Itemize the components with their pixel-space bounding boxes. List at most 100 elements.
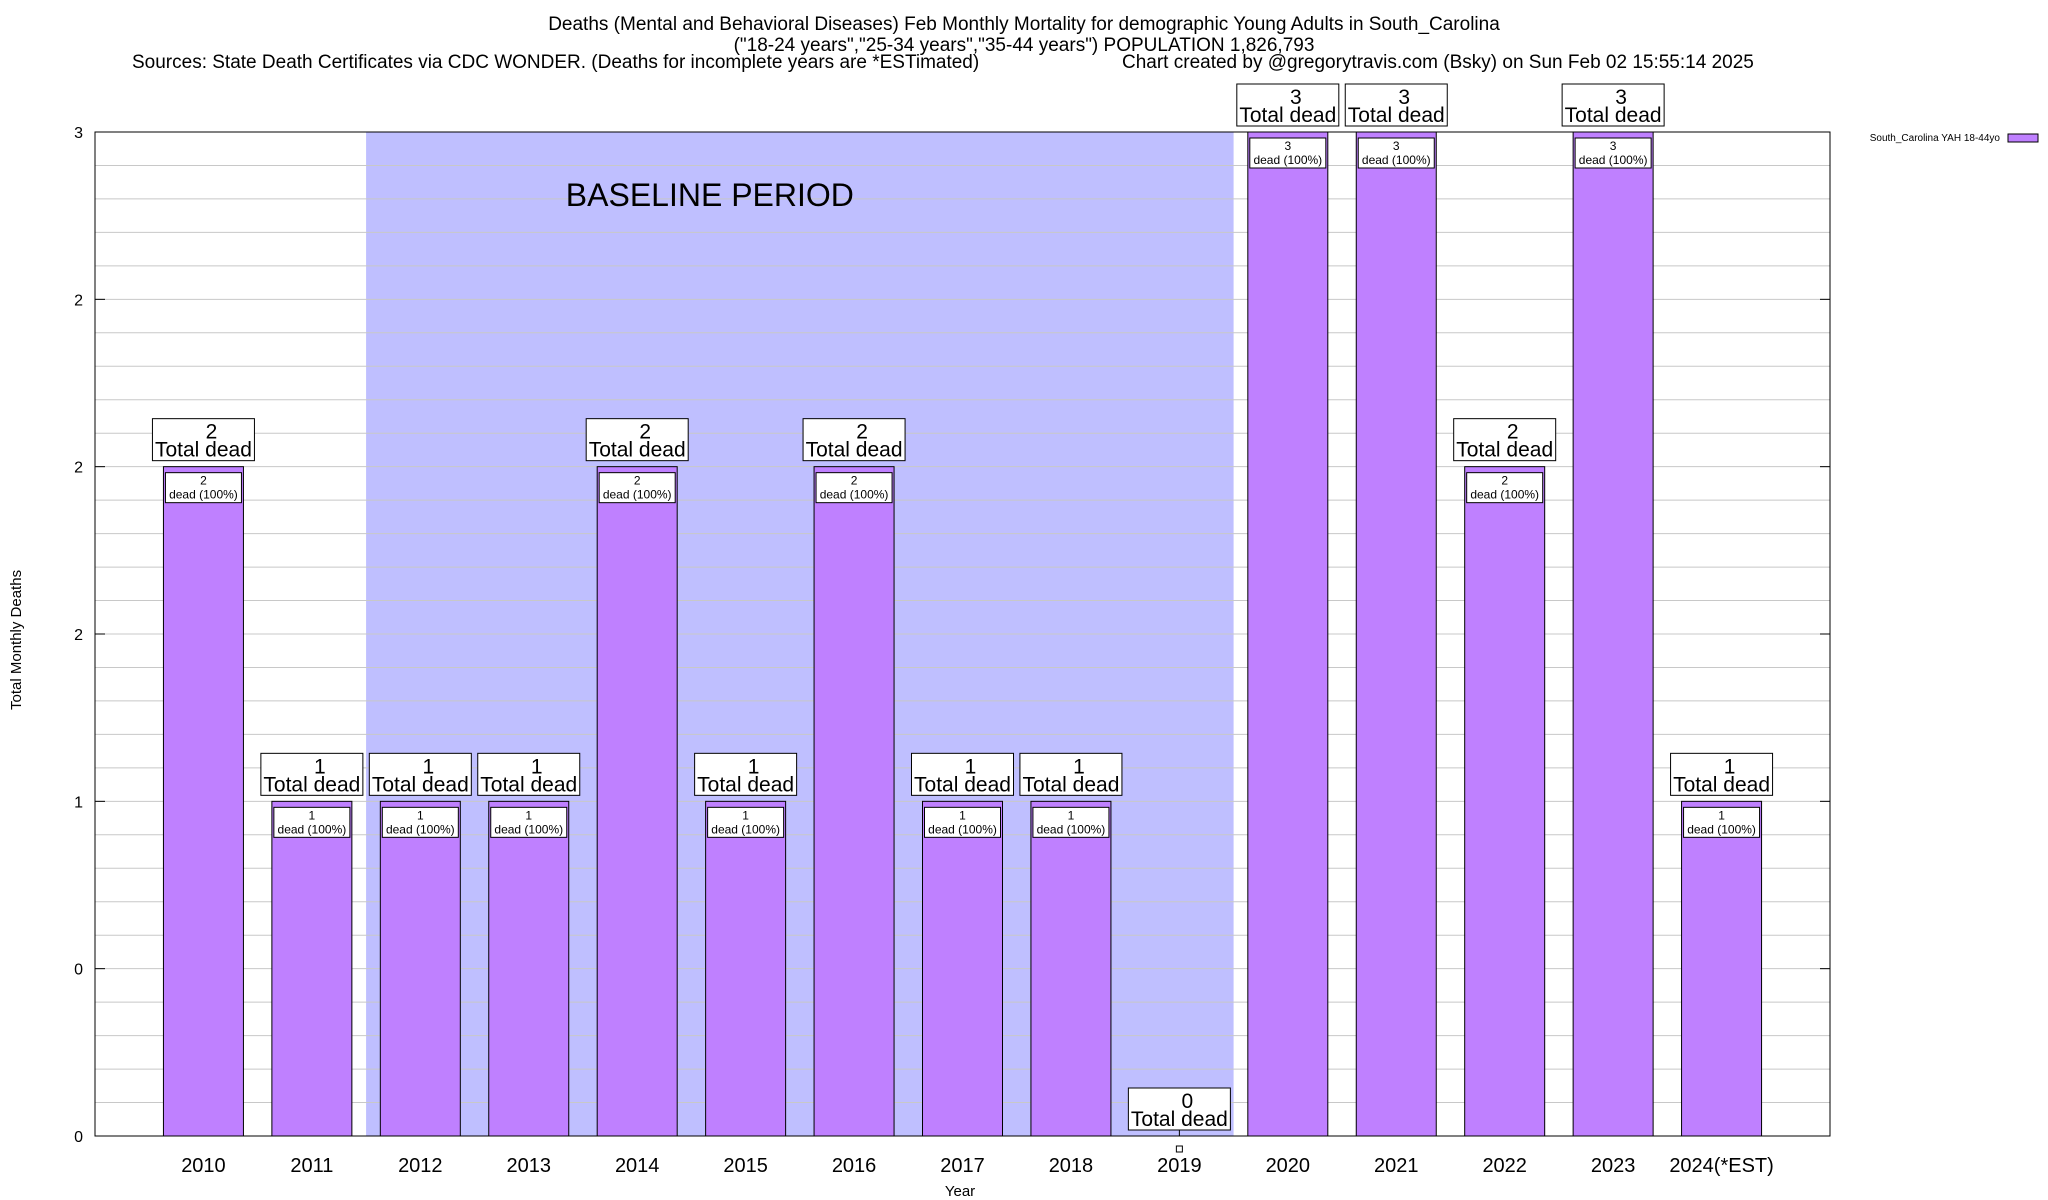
inner-label-box — [273, 806, 351, 838]
total-label-count: 1 — [1724, 755, 1736, 778]
inner-label-count: 3 — [1284, 139, 1291, 153]
inner-label-text: dead (100%) — [1687, 822, 1756, 836]
x-tick-label: 2010 — [181, 1155, 226, 1177]
inner-label-count: 1 — [417, 808, 424, 822]
bar — [162, 466, 244, 1137]
inner-label-count: 1 — [1718, 808, 1725, 822]
total-label-box — [585, 418, 689, 462]
total-label-text: Total dead — [806, 439, 903, 462]
x-tick-label: 2021 — [1374, 1155, 1419, 1177]
inner-label-count: 2 — [634, 474, 641, 488]
x-tick-label: 2013 — [507, 1155, 552, 1177]
legend-swatch — [2007, 133, 2039, 143]
legend-label: South_Carolina YAH 18-44yo — [1870, 133, 2001, 144]
total-label-count: 2 — [1507, 421, 1519, 444]
inner-label-box — [1466, 472, 1544, 504]
total-label-count: 1 — [748, 755, 760, 778]
x-tick-label: 2023 — [1591, 1155, 1636, 1177]
bar — [488, 800, 570, 1137]
inner-label-count: 2 — [1501, 474, 1508, 488]
inner-label-text: dead (100%) — [278, 822, 347, 836]
inner-label-box — [1249, 137, 1327, 169]
y-axis-label-wrap: Total Monthly Deaths — [4, 570, 34, 710]
total-label-text: Total dead — [1565, 104, 1662, 127]
inner-label-box — [490, 806, 568, 838]
inner-label-box — [924, 806, 1001, 838]
total-label-text: Total dead — [372, 773, 469, 796]
inner-label-count: 1 — [309, 808, 316, 822]
inner-label-box — [1683, 806, 1761, 838]
total-label-count: 1 — [314, 755, 326, 778]
bar — [1355, 131, 1437, 1137]
inner-label-count: 1 — [1068, 808, 1075, 822]
y-tick-label: 2 — [74, 627, 83, 644]
inner-label-text: dead (100%) — [494, 822, 563, 836]
inner-label-count: 1 — [525, 808, 532, 822]
total-label-text: Total dead — [1131, 1108, 1228, 1131]
x-tick-label: 2016 — [832, 1155, 877, 1177]
total-label-count: 3 — [1398, 86, 1410, 109]
inner-label-box — [381, 806, 459, 838]
total-label-box — [1236, 83, 1340, 127]
total-label-text: Total dead — [697, 773, 794, 796]
total-label-count: 2 — [639, 421, 651, 444]
inner-label-count: 1 — [959, 808, 966, 822]
total-label-text: Total dead — [263, 773, 360, 796]
x-tick-label: 2011 — [290, 1155, 333, 1177]
total-label-box — [694, 752, 798, 796]
total-label-count: 2 — [206, 421, 218, 444]
total-label-text: Total dead — [1673, 773, 1770, 796]
inner-label-text: dead (100%) — [386, 822, 455, 836]
bar — [596, 466, 678, 1137]
bar — [1681, 800, 1763, 1137]
inner-label-count: 2 — [851, 474, 858, 488]
chart-sources: Sources: State Death Certificates via CD… — [132, 52, 980, 73]
bar — [271, 800, 353, 1137]
total-label-text: Total dead — [1022, 773, 1119, 796]
y-tick-label: 2 — [74, 460, 83, 477]
total-label-count: 1 — [531, 755, 543, 778]
chart-title-line1: Deaths (Mental and Behavioral Diseases) … — [548, 14, 1500, 35]
total-label-box — [1453, 418, 1557, 462]
inner-label-box — [1032, 806, 1110, 838]
total-label-text: Total dead — [589, 439, 686, 462]
y-tick-label: 3 — [74, 125, 83, 142]
inner-label-text: dead (100%) — [928, 822, 997, 836]
total-label-text: Total dead — [1456, 439, 1553, 462]
total-label-box — [1127, 1087, 1231, 1131]
total-label-count: 2 — [856, 421, 868, 444]
x-tick-label: 2019 — [1157, 1155, 1202, 1177]
inner-label-text: dead (100%) — [1037, 822, 1106, 836]
inner-label-count: 2 — [200, 474, 207, 488]
x-tick-label: 2017 — [940, 1155, 985, 1177]
x-tick-label: 2020 — [1266, 1155, 1311, 1177]
total-label-count: 3 — [1615, 86, 1627, 109]
total-label-count: 1 — [422, 755, 434, 778]
y-tick-label: 0 — [74, 962, 83, 979]
inner-label-text: dead (100%) — [169, 488, 238, 502]
total-label-box — [368, 752, 472, 796]
total-label-text: Total dead — [1348, 104, 1445, 127]
inner-label-text: dead (100%) — [1470, 488, 1539, 502]
bar — [1572, 131, 1654, 1137]
total-label-count: 1 — [965, 755, 977, 778]
x-tick-label: 2022 — [1482, 1155, 1527, 1177]
total-label-box — [477, 752, 581, 796]
total-label-text: Total dead — [155, 439, 252, 462]
total-label-box — [911, 752, 1014, 796]
total-label-text: Total dead — [914, 773, 1011, 796]
inner-label-count: 3 — [1610, 139, 1617, 153]
inner-label-box — [1574, 137, 1652, 169]
inner-label-text: dead (100%) — [820, 488, 889, 502]
total-label-text: Total dead — [1239, 104, 1336, 127]
inner-label-box — [164, 472, 242, 504]
chart-credit: Chart created by @gregorytravis.com (Bsk… — [1122, 52, 1754, 73]
bar — [922, 800, 1003, 1137]
total-label-box — [1561, 83, 1665, 127]
total-label-box — [1344, 83, 1448, 127]
x-tick-label: 2018 — [1049, 1155, 1094, 1177]
y-tick-label: 1 — [74, 794, 83, 811]
chart-title-line2: ("18-24 years","25-34 years","35-44 year… — [733, 35, 1315, 56]
bar — [813, 466, 895, 1137]
